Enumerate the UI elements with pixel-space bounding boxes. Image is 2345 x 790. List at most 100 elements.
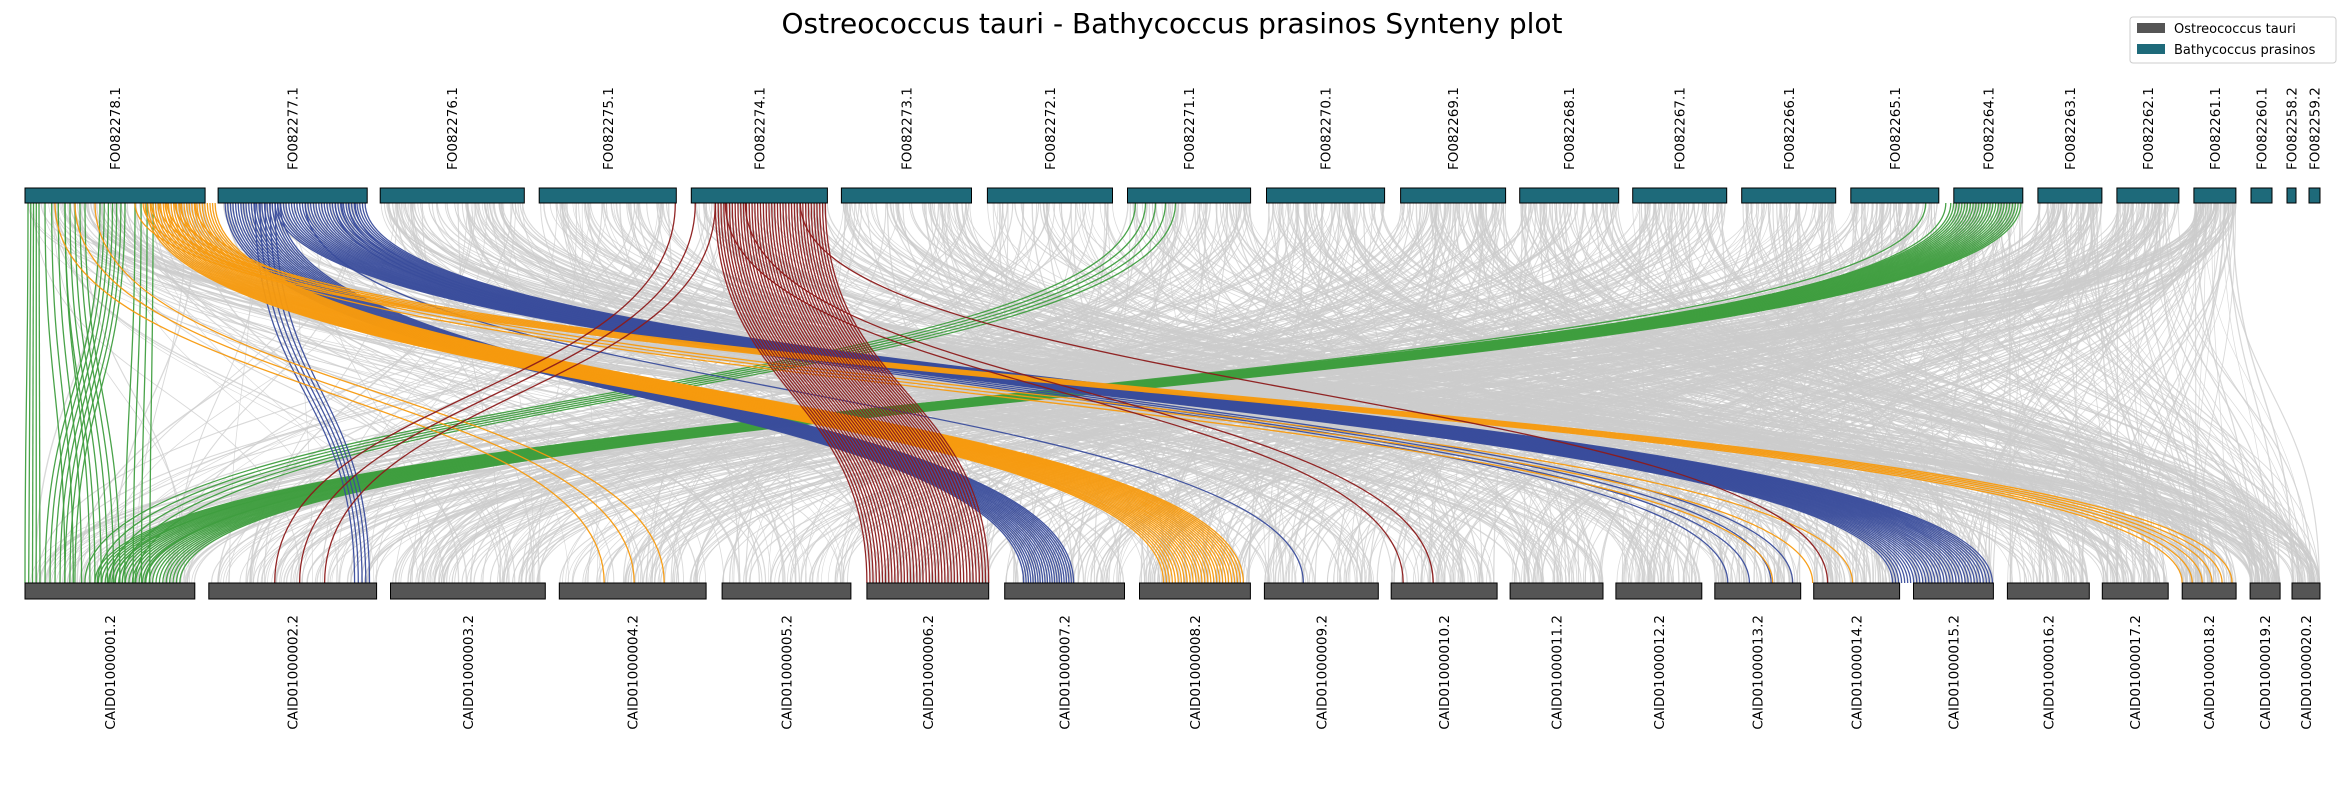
synteny-link-17-34 — [810, 202, 974, 584]
top-chromosome-17 — [2193, 187, 2237, 204]
background-link — [1471, 202, 2253, 584]
top-chromosome-label-18: FO082260.1 — [2255, 87, 2271, 170]
highlight-links — [24, 202, 2233, 584]
synteny-link-18-2 — [323, 202, 716, 584]
bottom-chromosome-17 — [2181, 582, 2237, 600]
background-link — [1563, 202, 1945, 584]
legend: Ostreococcus tauri Bathycoccus prasinos — [2129, 16, 2337, 64]
background-link — [637, 202, 1085, 584]
synteny-link-4-3 — [149, 202, 154, 584]
background-link — [2009, 202, 2234, 584]
background-link — [1434, 202, 1716, 584]
background-link — [1452, 202, 1482, 584]
background-link — [859, 202, 2321, 584]
top-chromosome-12 — [1741, 187, 1837, 204]
background-link — [1693, 202, 2263, 584]
background-link — [2038, 202, 2257, 584]
top-chromosome-label-10: FO082268.1 — [1562, 87, 1578, 170]
background-link — [1439, 202, 2279, 584]
background-link — [1691, 202, 2162, 584]
synteny-link-12-1 — [341, 202, 1751, 584]
background-link — [66, 202, 1753, 584]
synteny-link-17-6 — [731, 202, 887, 584]
synteny-link-17-12 — [748, 202, 906, 584]
bottom-chromosome-12 — [1714, 582, 1802, 600]
synteny-link-17-32 — [804, 202, 968, 584]
background-link — [1429, 202, 1497, 584]
background-link — [745, 202, 846, 584]
background-link — [457, 202, 502, 584]
background-link — [1684, 202, 2005, 584]
background-link — [2125, 202, 2235, 584]
background-link — [993, 202, 2050, 584]
background-link — [1231, 202, 2200, 584]
background-link — [1584, 202, 2163, 584]
top-chromosome-20 — [2308, 187, 2321, 204]
background-link — [1248, 202, 1307, 584]
background-link — [1524, 202, 1526, 584]
background-link — [388, 202, 2120, 584]
synteny-link-3-1 — [49, 202, 105, 584]
background-link — [1558, 202, 1968, 584]
synteny-link-17-22 — [776, 202, 937, 584]
background-link — [34, 202, 103, 584]
background-link — [1045, 202, 1629, 584]
background-link — [436, 202, 2268, 584]
background-link — [2100, 202, 2157, 584]
background-link — [1143, 202, 2232, 584]
background-link — [2033, 202, 2199, 584]
bottom-chromosome-1 — [208, 582, 378, 600]
synteny-link-11-0 — [304, 202, 1304, 584]
synteny-link-12-2 — [347, 202, 1772, 584]
synteny-link-17-18 — [765, 202, 924, 584]
background-link — [76, 202, 357, 584]
bottom-chromosome-4 — [721, 582, 852, 600]
synteny-link-17-7 — [734, 202, 890, 584]
background-link — [442, 202, 2054, 584]
background-link — [1348, 202, 2073, 584]
background-link — [292, 202, 1572, 584]
background-link — [664, 202, 1228, 584]
bottom-chromosome-13 — [1813, 582, 1901, 600]
synteny-link-15-4 — [166, 202, 2223, 584]
synteny-link-17-23 — [779, 202, 940, 584]
bottom-chromosome-label-18: CAID01000019.2 — [2258, 615, 2274, 730]
background-link — [67, 202, 814, 584]
bottom-chromosome-label-2: CAID01000003.2 — [461, 615, 477, 730]
background-link — [585, 202, 1186, 584]
background-link — [1157, 202, 1333, 584]
synteny-link-15-2 — [150, 202, 2203, 584]
background-link — [2083, 202, 2109, 584]
bottom-chromosome-label-13: CAID01000014.2 — [1850, 615, 1866, 730]
bottom-chromosome-label-12: CAID01000013.2 — [1751, 615, 1767, 730]
top-chromosome-14 — [1953, 187, 2024, 204]
background-link — [445, 202, 1247, 584]
background-link — [528, 202, 950, 584]
synteny-link-18-0 — [274, 202, 676, 584]
background-link — [1576, 202, 1970, 584]
synteny-link-0-0 — [24, 202, 29, 584]
background-link — [38, 202, 1858, 584]
background-link — [368, 202, 516, 584]
synteny-link-17-33 — [807, 202, 971, 584]
top-chromosome-label-4: FO082274.1 — [752, 87, 768, 170]
top-chromosome-label-11: FO082267.1 — [1673, 87, 1689, 170]
background-link — [484, 202, 2187, 584]
background-link — [1939, 202, 1971, 584]
background-link — [1529, 202, 2299, 584]
top-chromosome-label-3: FO082275.1 — [601, 87, 617, 170]
top-chromosome-2 — [379, 187, 525, 204]
background-link — [327, 202, 1172, 584]
synteny-link-14-0 — [54, 202, 605, 584]
top-chromosome-label-16: FO082262.1 — [2141, 87, 2157, 170]
top-genome-chromosomes — [24, 187, 2321, 204]
top-chromosome-11 — [1632, 187, 1728, 204]
synteny-link-17-0 — [714, 202, 868, 584]
bottom-genome-chromosomes — [24, 582, 2321, 600]
background-link — [941, 202, 1073, 584]
background-link — [940, 202, 2320, 584]
background-link — [2039, 202, 2233, 584]
bottom-chromosome-14 — [1913, 582, 1994, 600]
synteny-link-17-39 — [824, 202, 990, 584]
background-link — [1229, 202, 2209, 584]
